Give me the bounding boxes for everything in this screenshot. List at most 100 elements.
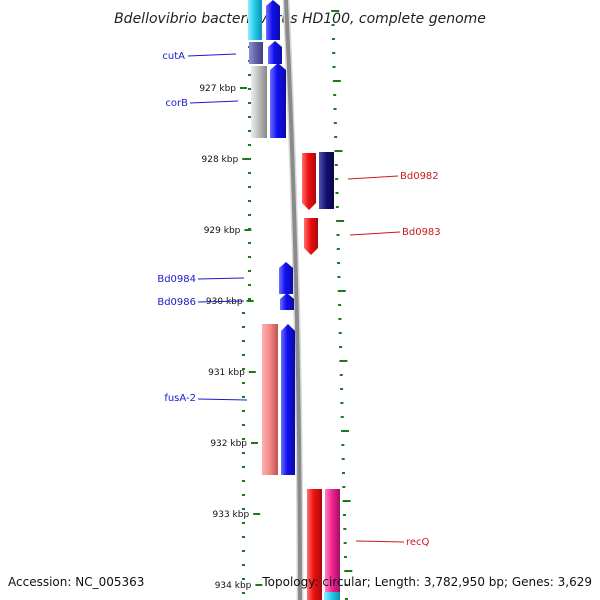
left-ring-dot xyxy=(248,88,251,90)
left-ring-dot xyxy=(242,326,245,328)
gene-leader-line xyxy=(355,540,405,543)
gene-leader-line xyxy=(197,398,248,401)
left-ring-dot xyxy=(248,200,251,202)
tick-label: 934 kbp xyxy=(215,581,252,591)
gene-corB-grey[interactable] xyxy=(251,66,267,138)
gene-Bd0982-neighbor[interactable] xyxy=(319,152,334,209)
gene-label-recq[interactable]: recQ xyxy=(406,537,430,548)
right-ring-dot xyxy=(331,38,335,40)
tick-mark xyxy=(244,229,252,231)
right-ring-dot xyxy=(335,206,339,208)
right-ring-dot xyxy=(341,458,345,460)
gene-cutA-shadow[interactable] xyxy=(249,42,263,64)
gene-fusA-2-pink[interactable] xyxy=(262,324,278,475)
tick-mark xyxy=(246,300,254,302)
right-ring-dot xyxy=(338,304,342,306)
right-ring-dot xyxy=(337,290,346,292)
right-ring-dot xyxy=(336,234,340,236)
right-ring-dot xyxy=(333,122,337,124)
gene-label-bd0986[interactable]: Bd0986 xyxy=(157,297,196,308)
left-tick-ring xyxy=(242,4,251,594)
gene-label-corb[interactable]: corB xyxy=(165,98,188,109)
left-ring-dot xyxy=(248,214,251,216)
right-ring-dot xyxy=(344,570,353,572)
right-ring-dot xyxy=(333,94,337,96)
gene-label-cuta[interactable]: cutA xyxy=(162,51,185,62)
left-ring-dot xyxy=(248,298,251,300)
gene-top-blue[interactable] xyxy=(266,0,280,40)
gene-recQ-neighbor[interactable] xyxy=(325,489,340,600)
left-ring-dot xyxy=(242,466,245,468)
gene-Bd0986[interactable] xyxy=(280,293,294,310)
gene-label-bd0982[interactable]: Bd0982 xyxy=(400,171,439,182)
right-ring-dot xyxy=(333,108,337,110)
right-ring-dot xyxy=(339,374,343,376)
right-ring-dot xyxy=(344,598,348,600)
gene-bottom-cyan[interactable] xyxy=(324,592,340,600)
gene-corB[interactable] xyxy=(270,63,286,138)
right-ring-dot xyxy=(341,444,345,446)
gene-leader-line xyxy=(189,100,239,104)
tick-mark xyxy=(242,158,250,160)
left-ring-dot xyxy=(242,480,245,482)
genome-backbone xyxy=(284,0,302,600)
left-ring-dot xyxy=(242,452,245,454)
gene-label-bd0983[interactable]: Bd0983 xyxy=(402,227,441,238)
right-ring-dot xyxy=(335,192,339,194)
right-ring-dot xyxy=(334,136,338,138)
left-ring-dot xyxy=(242,494,245,496)
right-ring-dot xyxy=(332,80,341,82)
left-ring-dot xyxy=(242,354,245,356)
gene-Bd0984[interactable] xyxy=(279,262,293,294)
gene-fusA-2[interactable] xyxy=(281,324,295,475)
right-ring-dot xyxy=(336,220,345,222)
right-ring-dot xyxy=(340,402,344,404)
map-title: Bdellovibrio bacteriovorus HD100, comple… xyxy=(114,11,486,27)
gene-top-cyan[interactable] xyxy=(248,0,262,40)
right-ring-dot xyxy=(340,416,344,418)
left-ring-dot xyxy=(242,382,245,384)
left-ring-dot xyxy=(248,116,251,118)
left-ring-dot xyxy=(248,256,251,258)
left-ring-dot xyxy=(242,508,245,510)
left-ring-dot xyxy=(242,312,245,314)
tick-mark xyxy=(248,371,256,373)
tick-label: 932 kbp xyxy=(210,439,247,449)
gene-leader-line xyxy=(349,231,401,236)
left-ring-dot xyxy=(242,550,245,552)
gene-Bd0983[interactable] xyxy=(304,218,318,255)
topology-text: Topology: circular; Length: 3,782,950 bp… xyxy=(261,575,592,589)
tick-label: 929 kbp xyxy=(204,226,241,236)
left-ring-dot xyxy=(248,144,251,146)
left-ring-dot xyxy=(248,158,251,160)
gene-labels: cutA corB Bd0982 Bd0983 Bd0984 Bd0986 fusA-2 re… xyxy=(157,51,440,548)
gene-cutA[interactable] xyxy=(268,41,282,64)
left-ring-dot xyxy=(242,368,245,370)
accession-text: Accession: NC_005363 xyxy=(8,575,144,589)
right-ring-dot xyxy=(339,346,343,348)
tick-mark xyxy=(255,584,263,586)
left-ring-dot xyxy=(248,74,251,76)
right-ring-dot xyxy=(332,52,336,54)
left-ring-dot xyxy=(242,536,245,538)
gene-leader-line xyxy=(197,300,245,303)
gene-leader-line xyxy=(347,175,399,180)
left-ring-dot xyxy=(242,340,245,342)
tick-label: 933 kbp xyxy=(213,510,250,520)
right-ring-dot xyxy=(339,360,348,362)
gene-Bd0982[interactable] xyxy=(302,153,316,210)
left-ring-dot xyxy=(248,172,251,174)
tick-label: 927 kbp xyxy=(199,84,236,94)
right-ring-dot xyxy=(343,528,347,530)
right-ring-dot xyxy=(338,332,342,334)
gene-label-bd0984[interactable]: Bd0984 xyxy=(157,274,196,285)
left-ring-dot xyxy=(242,522,245,524)
gene-label-fusa-2[interactable]: fusA-2 xyxy=(164,393,196,404)
left-ring-dot xyxy=(242,578,245,580)
left-ring-dot xyxy=(248,284,251,286)
gene-leader-line xyxy=(197,277,245,280)
right-tick-ring xyxy=(331,10,353,600)
right-ring-dot xyxy=(332,66,336,68)
gene-recQ[interactable] xyxy=(307,489,322,600)
